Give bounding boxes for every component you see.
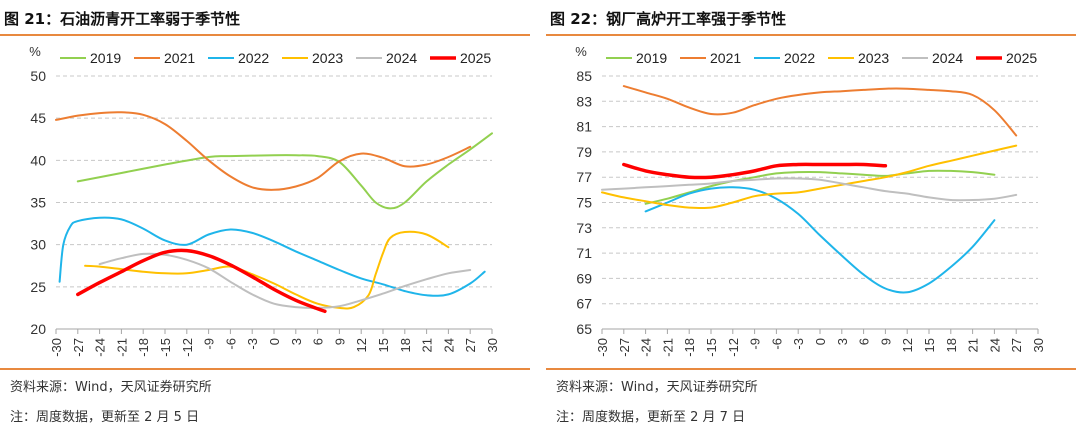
x-tick-label: -21: [114, 338, 129, 357]
series-line-2024: [100, 254, 471, 308]
series-line-2024: [602, 178, 1016, 200]
x-tick-label: 12: [354, 338, 369, 352]
y-tick-label: 67: [576, 296, 592, 312]
legend-label-2022: 2022: [784, 50, 815, 66]
y-tick-label: 69: [576, 270, 592, 286]
update-note: 注：周度数据，更新至 2 月 5 日: [10, 406, 199, 425]
legend-label-2025: 2025: [460, 50, 491, 66]
y-unit-label: %: [575, 44, 587, 59]
x-tick-label: 0: [813, 338, 828, 345]
legend-label-2021: 2021: [710, 50, 741, 66]
x-tick-label: 9: [332, 338, 347, 345]
x-tick-label: 15: [376, 338, 391, 352]
x-tick-label: -3: [245, 338, 260, 350]
x-tick-label: 6: [311, 338, 326, 345]
y-tick-label: 83: [576, 93, 592, 109]
legend-label-2021: 2021: [164, 50, 195, 66]
x-tick-label: -9: [748, 338, 763, 350]
x-tick-label: 30: [485, 338, 500, 352]
x-tick-label: 15: [922, 338, 937, 352]
x-tick-label: 27: [463, 338, 478, 352]
legend-label-2019: 2019: [636, 50, 667, 66]
x-tick-label: 27: [1009, 338, 1024, 352]
x-tick-label: 3: [289, 338, 304, 345]
y-tick-label: 35: [30, 195, 46, 211]
series-line-2023: [85, 232, 448, 309]
source-note: 资料来源：Wind，天风证券研究所: [10, 376, 212, 395]
y-tick-label: 77: [576, 169, 592, 185]
y-tick-label: 79: [576, 144, 592, 160]
x-tick-label: -24: [93, 338, 108, 357]
series-line-2019: [78, 133, 492, 208]
legend-label-2019: 2019: [90, 50, 121, 66]
y-tick-label: 75: [576, 195, 592, 211]
source-divider: [0, 368, 530, 370]
x-tick-label: 24: [441, 338, 456, 352]
x-tick-label: 21: [966, 338, 981, 352]
x-tick-label: -30: [49, 338, 64, 357]
x-tick-label: -18: [136, 338, 151, 357]
x-tick-label: 9: [878, 338, 893, 345]
x-tick-label: 18: [398, 338, 413, 352]
x-tick-label: -9: [202, 338, 217, 350]
x-tick-label: -18: [682, 338, 697, 357]
x-tick-label: -6: [769, 338, 784, 350]
legend-label-2022: 2022: [238, 50, 269, 66]
series-line-2021: [56, 112, 470, 190]
y-tick-label: 81: [576, 119, 592, 135]
legend-label-2023: 2023: [858, 50, 889, 66]
chart-panel-blast-furnace: 图 22：钢厂高炉开工率强于季节性 % 65 67 69 71 73 75 77 79 81 83 8…: [546, 0, 1076, 434]
series-line-2022: [646, 187, 995, 292]
legend-label-2023: 2023: [312, 50, 343, 66]
chart-panel-asphalt: 图 21：石油沥青开工率弱于季节性 % 20 25 30 35 40 45 50 -30 -27-…: [0, 0, 530, 434]
y-tick-label: 45: [30, 110, 46, 126]
x-tick-label: -21: [660, 338, 675, 357]
y-tick-label: 25: [30, 279, 46, 295]
x-tick-label: -12: [180, 338, 195, 357]
chart-title: 图 21：石油沥青开工率弱于季节性: [4, 8, 240, 29]
legend-label-2025: 2025: [1006, 50, 1037, 66]
x-tick-label: 18: [944, 338, 959, 352]
x-tick-label: -15: [158, 338, 173, 357]
y-tick-label: 65: [576, 321, 592, 337]
y-tick-label: 71: [576, 245, 592, 261]
y-tick-label: 73: [576, 220, 592, 236]
x-tick-label: 24: [987, 338, 1002, 352]
series-line-2025: [624, 164, 886, 177]
x-tick-label: -3: [791, 338, 806, 350]
x-tick-label: -27: [617, 338, 632, 357]
y-tick-label: 20: [30, 321, 46, 337]
series-line-2021: [624, 86, 1016, 135]
x-tick-label: 3: [835, 338, 850, 345]
x-tick-label: -15: [704, 338, 719, 357]
x-tick-label: -27: [71, 338, 86, 357]
x-tick-label: 0: [267, 338, 282, 345]
legend-label-2024: 2024: [386, 50, 417, 66]
y-tick-label: 40: [30, 152, 46, 168]
x-tick-label: 21: [420, 338, 435, 352]
x-tick-label: -12: [726, 338, 741, 357]
x-tick-label: 6: [857, 338, 872, 345]
series-line-2022: [60, 218, 485, 296]
source-note: 资料来源：Wind，天风证券研究所: [556, 376, 758, 395]
chart-title: 图 22：钢厂高炉开工率强于季节性: [550, 8, 786, 29]
y-unit-label: %: [29, 44, 41, 59]
update-note: 注：周度数据，更新至 2 月 7 日: [556, 406, 745, 425]
x-tick-label: -6: [223, 338, 238, 350]
y-tick-label: 85: [576, 68, 592, 84]
legend-label-2024: 2024: [932, 50, 963, 66]
y-tick-label: 50: [30, 68, 46, 84]
x-tick-label: 12: [900, 338, 915, 352]
y-tick-label: 30: [30, 237, 46, 253]
x-tick-label: -30: [595, 338, 610, 357]
x-tick-label: 30: [1031, 338, 1046, 352]
x-tick-label: -24: [639, 338, 654, 357]
source-divider: [546, 368, 1076, 370]
